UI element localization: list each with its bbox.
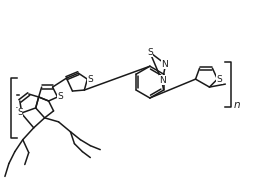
Text: S: S xyxy=(147,48,153,57)
Text: S: S xyxy=(88,75,93,84)
Text: S: S xyxy=(17,108,23,117)
Text: S: S xyxy=(217,75,222,84)
Text: N: N xyxy=(159,76,166,85)
Text: S: S xyxy=(58,91,63,100)
Text: N: N xyxy=(161,60,168,69)
Text: n: n xyxy=(233,100,240,110)
